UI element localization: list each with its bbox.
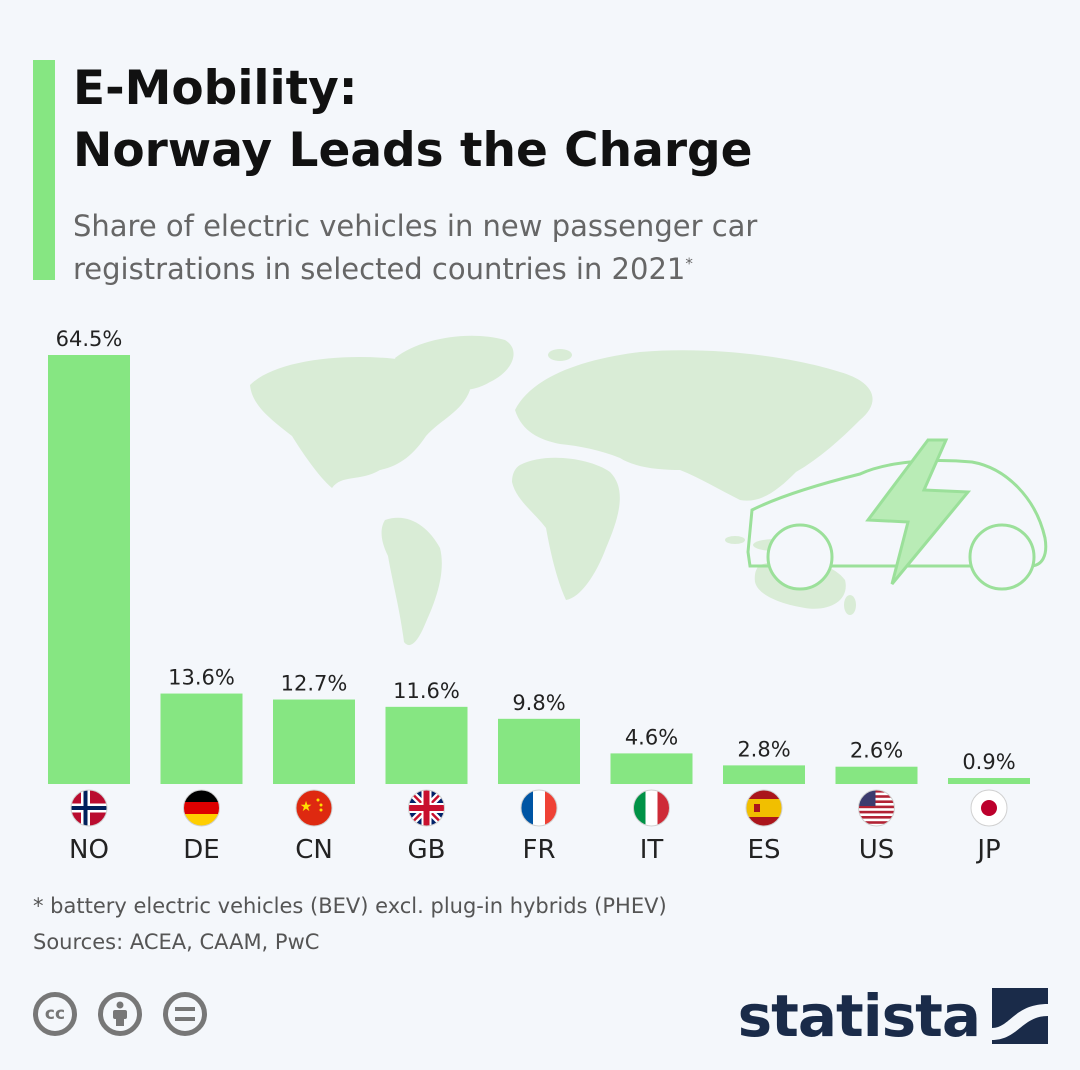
- no-derivatives-icon[interactable]: [163, 992, 207, 1036]
- title-line-1: E-Mobility:: [73, 61, 358, 116]
- category-label-gb: GB: [408, 835, 446, 865]
- category-label-cn: CN: [295, 835, 333, 865]
- accent-bar: [33, 60, 55, 280]
- equals-glyph: [175, 1007, 195, 1021]
- value-label-gb: 11.6%: [393, 679, 460, 703]
- category-label-de: DE: [183, 835, 219, 865]
- china-flag: ★: [295, 789, 333, 827]
- statista-mark-icon: [992, 988, 1048, 1044]
- statista-logo[interactable]: statista: [738, 982, 1048, 1050]
- bar-us: [835, 766, 918, 784]
- germany-flag: [183, 789, 220, 827]
- category-label-es: ES: [748, 835, 781, 865]
- bar-chart: 64.5% NO 13.6% DE 12.7% ★ CN 11.6% GB 9.8% FR 4.6% I…: [48, 327, 1048, 865]
- footnotes: * battery electric vehicles (BEV) excl. …: [33, 888, 667, 960]
- bar-fr: [498, 718, 580, 784]
- france-flag: [520, 789, 558, 827]
- bar-es: [723, 765, 805, 784]
- attribution-icon[interactable]: [98, 992, 142, 1036]
- spain-flag: [745, 789, 783, 827]
- title-line-2: Norway Leads the Charge: [73, 123, 753, 178]
- category-label-no: NO: [69, 835, 109, 865]
- norway-flag: [70, 789, 108, 827]
- svg-text:★: ★: [300, 799, 313, 815]
- footnote-text: * battery electric vehicles (BEV) excl. …: [33, 894, 667, 918]
- electric-car-icon: [746, 438, 1048, 591]
- bar-no: [48, 355, 130, 784]
- subtitle: Share of electric vehicles in new passen…: [73, 205, 757, 291]
- bar-de: [160, 693, 243, 784]
- value-label-no: 64.5%: [56, 327, 123, 351]
- uk-flag: [408, 789, 445, 827]
- usa-flag: [858, 789, 895, 827]
- page-title: E-Mobility: Norway Leads the Charge: [73, 58, 753, 182]
- sources-text: Sources: ACEA, CAAM, PwC: [33, 930, 320, 954]
- value-label-it: 4.6%: [625, 725, 678, 749]
- value-label-de: 13.6%: [168, 666, 235, 690]
- bar-cn: [273, 699, 355, 784]
- category-label-fr: FR: [522, 835, 555, 865]
- subtitle-footnote-marker: *: [685, 254, 693, 273]
- category-label-us: US: [859, 835, 895, 865]
- category-label-it: IT: [640, 835, 664, 865]
- bar-jp: [948, 778, 1030, 784]
- value-label-fr: 9.8%: [512, 691, 565, 715]
- person-glyph: [113, 1001, 127, 1026]
- subtitle-line-1: Share of electric vehicles in new passen…: [73, 209, 758, 243]
- bar-it: [610, 753, 693, 784]
- value-label-es: 2.8%: [737, 737, 790, 761]
- value-label-us: 2.6%: [850, 739, 903, 763]
- value-label-jp: 0.9%: [962, 750, 1015, 774]
- bar-gb: [385, 706, 468, 784]
- cc-icon[interactable]: cc: [33, 992, 77, 1036]
- value-label-cn: 12.7%: [281, 672, 348, 696]
- bars-layer: 64.5% NO 13.6% DE 12.7% ★ CN 11.6% GB 9.8% FR 4.6% I…: [48, 327, 1030, 865]
- world-map-illustration: [250, 335, 873, 646]
- italy-flag: [633, 789, 670, 827]
- brand-name: statista: [737, 982, 981, 1050]
- japan-flag: [970, 789, 1008, 827]
- subtitle-line-2: registrations in selected countries in 2…: [73, 252, 686, 286]
- category-label-jp: JP: [975, 835, 1000, 865]
